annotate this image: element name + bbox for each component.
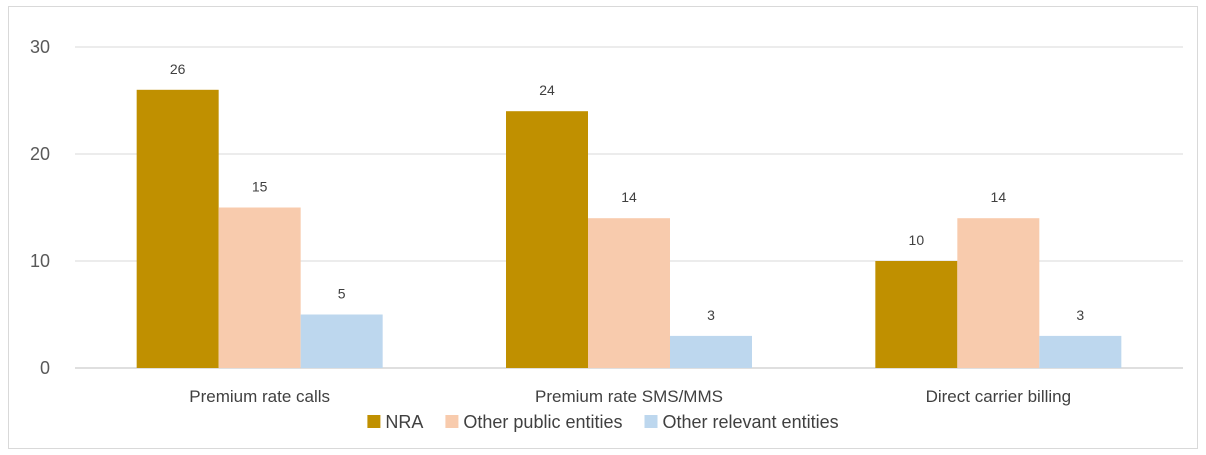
y-tick-label: 0 bbox=[40, 358, 50, 378]
bar-other-relevant-entities-2 bbox=[1039, 335, 1122, 368]
data-label: 15 bbox=[252, 179, 268, 195]
category-label: Premium rate SMS/MMS bbox=[535, 387, 723, 406]
x-axis-categories: Premium rate calls Premium rate SMS/MMS Di… bbox=[189, 387, 1071, 406]
data-labels: 26 15 5 24 14 3 10 14 3 bbox=[170, 61, 1085, 323]
category-label: Premium rate calls bbox=[189, 387, 330, 406]
y-tick-label: 20 bbox=[30, 144, 50, 164]
bar-other-public-entities-2 bbox=[957, 218, 1040, 368]
legend-swatch bbox=[644, 415, 658, 428]
legend-label: NRA bbox=[385, 412, 423, 432]
y-tick-label: 10 bbox=[30, 251, 50, 271]
data-label: 14 bbox=[991, 189, 1007, 205]
bars bbox=[136, 89, 1122, 369]
legend: NRA Other public entities Other relevant e… bbox=[367, 412, 839, 432]
y-tick-label: 30 bbox=[30, 37, 50, 57]
bar-other-relevant-entities-0 bbox=[300, 314, 383, 368]
legend-label: Other relevant entities bbox=[663, 412, 839, 432]
bar-other-public-entities-0 bbox=[218, 207, 301, 368]
bar-nra-1 bbox=[506, 111, 588, 368]
bar-nra-0 bbox=[136, 89, 219, 369]
data-label: 26 bbox=[170, 61, 186, 77]
data-label: 14 bbox=[621, 189, 637, 205]
category-label: Direct carrier billing bbox=[926, 387, 1071, 406]
y-axis-ticks: 0 10 20 30 bbox=[30, 37, 50, 378]
data-label: 3 bbox=[707, 307, 715, 323]
legend-swatch bbox=[367, 415, 381, 428]
legend-swatch bbox=[445, 415, 459, 428]
data-label: 10 bbox=[909, 232, 925, 248]
bar-nra-2 bbox=[875, 261, 958, 368]
data-label: 3 bbox=[1076, 307, 1084, 323]
bar-other-relevant-entities-1 bbox=[670, 335, 752, 368]
data-label: 5 bbox=[338, 286, 346, 302]
legend-label: Other public entities bbox=[463, 412, 622, 432]
bar-other-public-entities-1 bbox=[588, 218, 670, 368]
data-label: 24 bbox=[539, 82, 555, 98]
